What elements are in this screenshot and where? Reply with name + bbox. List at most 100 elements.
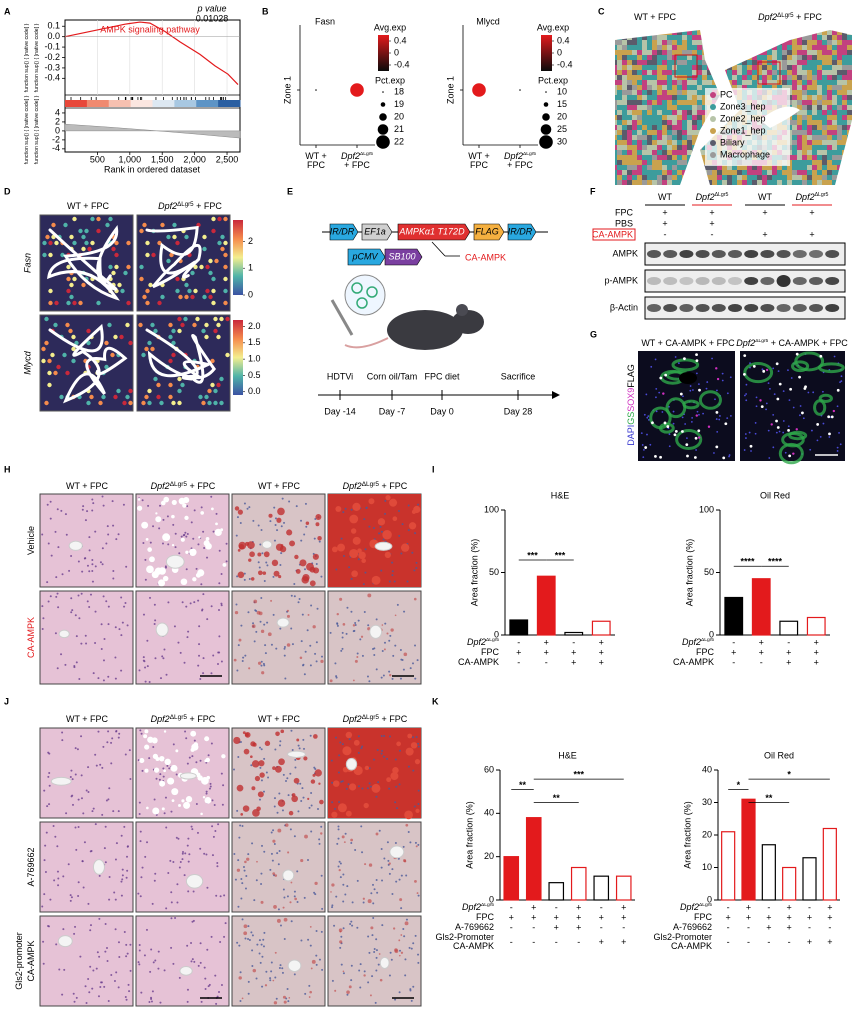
spot [662, 75, 667, 80]
spot [647, 110, 652, 115]
lipid-droplet [413, 597, 417, 601]
nucleus [255, 610, 258, 613]
spot [847, 30, 852, 35]
spot [802, 145, 807, 150]
lipid-vacuole [201, 776, 209, 785]
spot [216, 334, 221, 340]
spot [139, 264, 144, 270]
spot [832, 80, 837, 85]
spot [847, 120, 852, 125]
spot [622, 175, 627, 180]
spot [647, 155, 652, 160]
spot [727, 185, 732, 190]
spot [702, 30, 707, 35]
spot [807, 100, 812, 105]
spot [747, 40, 752, 45]
lipid-vacuole [175, 749, 179, 753]
spot [797, 60, 802, 65]
spot [667, 155, 672, 160]
event-label: HDTVi [327, 371, 353, 381]
spot [657, 115, 662, 120]
spot [822, 180, 827, 185]
nucleus [283, 647, 286, 650]
nucleus [372, 526, 375, 529]
spot [662, 55, 667, 60]
nucleus [47, 542, 50, 545]
lipid-vacuole [171, 799, 175, 803]
lipid-droplet [244, 732, 249, 737]
spot [812, 50, 817, 55]
spot [169, 252, 174, 258]
nucleus [280, 525, 283, 528]
spot [807, 125, 812, 130]
nucleus [828, 436, 831, 438]
spot [842, 175, 847, 180]
spot [732, 60, 737, 65]
lipid-droplet [345, 731, 353, 739]
spot [177, 316, 182, 322]
spot [852, 105, 857, 110]
spot [777, 175, 782, 180]
spot [667, 90, 672, 95]
nucleus [120, 894, 123, 897]
spot [652, 140, 657, 145]
spot [837, 155, 842, 160]
nucleus [98, 874, 101, 877]
spot [817, 50, 822, 55]
lipid-droplet [329, 679, 333, 683]
spot [797, 35, 802, 40]
nucleus [782, 420, 785, 422]
nucleus [281, 497, 284, 500]
spot [682, 65, 687, 70]
event-label: Corn oil/Tam [367, 371, 418, 381]
nucleus [690, 420, 693, 423]
spot [622, 125, 627, 130]
nucleus [88, 570, 91, 573]
spot [852, 40, 857, 45]
spot [792, 45, 797, 50]
nucleus [57, 884, 60, 887]
nucleus [243, 572, 246, 575]
legend-dot [542, 113, 550, 121]
rank-color-bar [108, 100, 132, 107]
spot [47, 382, 52, 388]
spot [732, 170, 737, 175]
spot [757, 50, 762, 55]
spot [110, 352, 115, 358]
spot [742, 55, 747, 60]
spot [717, 50, 720, 55]
nucleus [645, 393, 648, 396]
nucleus [316, 607, 319, 610]
nucleus [282, 773, 285, 776]
y-tick-label: Zone 1 [282, 76, 292, 104]
spot [59, 394, 64, 400]
spot [707, 40, 712, 45]
spot [692, 175, 697, 180]
nucleus [698, 413, 700, 416]
row-label: Fasn [22, 253, 32, 273]
spot [677, 185, 682, 190]
flag-signal [715, 445, 719, 449]
spot [622, 35, 627, 40]
nucleus [186, 762, 189, 765]
nucleus [255, 630, 258, 633]
nucleus [320, 575, 323, 578]
nucleus [379, 525, 382, 528]
spot [627, 45, 632, 50]
spot [642, 110, 647, 115]
spot [852, 125, 857, 130]
zone-outline [47, 224, 120, 301]
spot [807, 180, 812, 185]
spot [652, 105, 657, 110]
nucleus [91, 509, 94, 512]
spot [211, 276, 216, 282]
flag-signal [798, 375, 801, 379]
spot [837, 160, 842, 165]
nucleus [180, 535, 183, 538]
spot [842, 35, 847, 40]
lipid-droplet [364, 765, 370, 771]
legend-dot [710, 104, 716, 110]
lipid-droplet [390, 628, 394, 632]
spot [687, 50, 692, 55]
spot [827, 185, 832, 190]
